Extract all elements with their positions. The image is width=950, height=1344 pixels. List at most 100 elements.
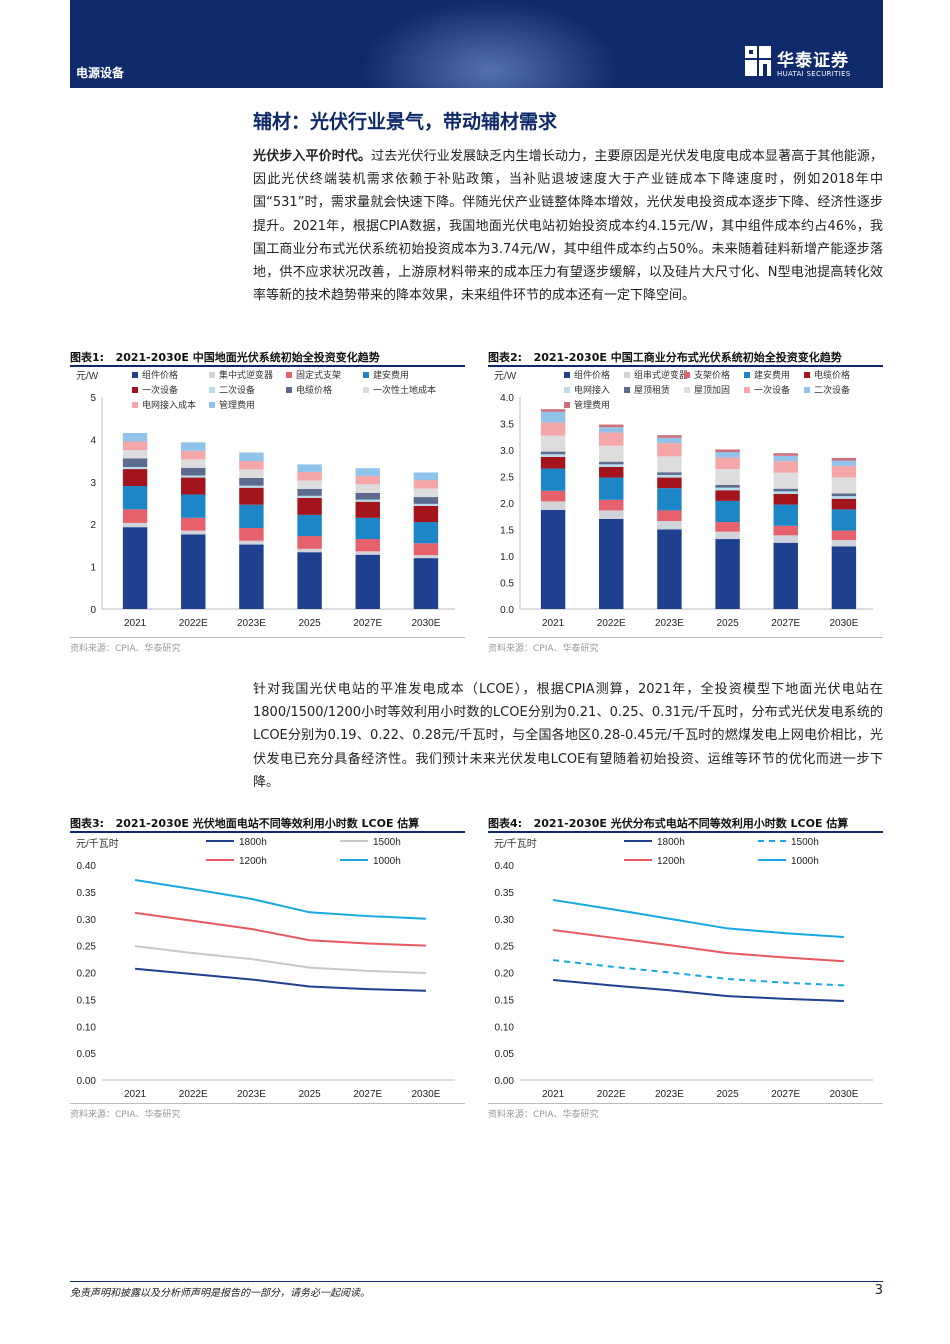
chart-1-legend-swatch bbox=[564, 387, 570, 393]
chart-0-legend-swatch bbox=[132, 402, 138, 408]
chart-0-bar-segment bbox=[297, 552, 322, 609]
section-title: 辅材：光伏行业景气，带动辅材需求 bbox=[253, 111, 558, 133]
chart-1-bar-segment bbox=[599, 518, 624, 609]
chart-3-legend-label: 1500h bbox=[791, 837, 819, 848]
chart-2-series-line bbox=[134, 967, 426, 992]
chart-1-bar-segment bbox=[715, 484, 740, 488]
chart-2-x-tick: 2030E bbox=[411, 1089, 440, 1100]
chart-1-y-tick: 3.5 bbox=[500, 420, 514, 431]
chart-0-legend-label: 电网接入成本 bbox=[142, 399, 196, 410]
chart-1-bar-segment bbox=[599, 466, 624, 478]
chart-0-y-tick: 0 bbox=[90, 605, 96, 616]
chart-0-legend-label: 固定式支架 bbox=[296, 369, 341, 380]
chart-1-legend-label: 组串式逆变器 bbox=[634, 369, 688, 380]
chart-1-bar-segment bbox=[831, 477, 857, 494]
chart-3-series-line bbox=[552, 898, 844, 939]
chart-1-bar-segment bbox=[540, 456, 566, 469]
chart-0-bar-segment bbox=[181, 467, 206, 476]
chart-2-series-line bbox=[134, 879, 426, 920]
chart-1-bar-segment bbox=[831, 457, 857, 461]
figure-1-caption: 2021-2030E 中国地面光伏系统初始全投资变化趋势 bbox=[115, 351, 380, 364]
chart-1-legend-label: 屋顶加固 bbox=[694, 385, 730, 395]
chart-1-bar-segment bbox=[715, 539, 740, 609]
chart-1-bar-segment bbox=[540, 509, 566, 609]
chart-2-legend-label: 1800h bbox=[239, 837, 267, 848]
chart-0-legend-label: 一次设备 bbox=[142, 384, 178, 395]
chart-1-legend-label: 一次设备 bbox=[754, 384, 790, 395]
logo-name-en: HUATAI SECURITIES bbox=[777, 70, 851, 78]
chart-3-legend-label: 1000h bbox=[791, 856, 819, 867]
chart-0-bar-segment bbox=[413, 480, 439, 489]
chart-3-x-tick: 2022E bbox=[597, 1089, 626, 1100]
chart-1-bar-segment bbox=[715, 500, 740, 523]
chart-1-bar-segment bbox=[773, 525, 798, 536]
chart-2-y-tick: 0.10 bbox=[77, 1022, 97, 1033]
figure-4-label: 图表4: bbox=[488, 817, 523, 830]
chart-0-bar-segment bbox=[239, 477, 264, 486]
chart-3-x-tick: 2027E bbox=[771, 1089, 800, 1100]
chart-1-legend-label: 支架价格 bbox=[694, 369, 730, 380]
chart-2-x-tick: 2023E bbox=[237, 1089, 266, 1100]
chart-0-bar-segment bbox=[239, 504, 264, 529]
chart-0-bar-segment bbox=[239, 469, 264, 478]
chart-0-bar-segment bbox=[181, 494, 206, 518]
chart-0-legend-swatch bbox=[209, 387, 215, 393]
chart-1-bar-segment bbox=[540, 468, 566, 491]
chart-0-bar-segment bbox=[413, 555, 439, 559]
chart-2-y-tick: 0.30 bbox=[77, 915, 97, 926]
chart-0-bar-segment bbox=[181, 530, 206, 535]
chart-3-y-tick: 0.00 bbox=[495, 1076, 515, 1087]
chart-1-bar-segment bbox=[657, 488, 682, 511]
chart-3-x-tick: 2023E bbox=[655, 1089, 684, 1100]
chart-1-bar-segment bbox=[540, 411, 566, 423]
chart-1-legend-label: 组件价格 bbox=[574, 369, 610, 380]
chart-3-y-tick: 0.20 bbox=[495, 969, 515, 980]
chart-1-bar-segment bbox=[773, 493, 798, 505]
chart-3-series-line bbox=[552, 929, 844, 963]
chart-0-y-tick: 4 bbox=[90, 435, 96, 446]
chart-1-bar-segment bbox=[599, 477, 624, 500]
chart-0-bar-segment bbox=[297, 495, 322, 498]
logo-name: 华泰证券 bbox=[777, 51, 849, 71]
chart-0-x-tick: 2021 bbox=[124, 618, 147, 629]
figure-1-source: 资料来源：CPIA、华泰研究 bbox=[70, 644, 181, 654]
chart-1-bar-segment bbox=[599, 499, 624, 511]
chart-1-legend-label: 电网接入 bbox=[574, 384, 610, 395]
chart-0-legend-label: 组件价格 bbox=[142, 369, 178, 380]
chart-0-bar-segment bbox=[122, 458, 148, 467]
chart-2-legend-label: 1500h bbox=[373, 837, 401, 848]
chart-2-y-tick: 0.15 bbox=[77, 995, 97, 1006]
chart-0-x-tick: 2025 bbox=[298, 618, 321, 629]
chart-1-bar-segment bbox=[540, 422, 566, 436]
chart-1-x-tick: 2022E bbox=[597, 618, 626, 629]
chart-0-legend-swatch bbox=[286, 372, 292, 378]
chart-0-legend-swatch bbox=[209, 372, 215, 378]
chart-0-y-tick: 1 bbox=[90, 563, 96, 574]
chart-3-y-tick: 0.25 bbox=[495, 942, 515, 953]
chart-1-x-tick: 2030E bbox=[829, 618, 858, 629]
chart-0-bar-segment bbox=[122, 466, 148, 470]
chart-1-y-tick: 1.0 bbox=[500, 552, 514, 563]
chart-1-y-tick: 3.0 bbox=[500, 446, 514, 457]
chart-1-bar-segment bbox=[831, 465, 857, 478]
chart-1-y-tick: 2.0 bbox=[500, 499, 514, 510]
chart-1-y-tick: 4.0 bbox=[500, 393, 514, 404]
chart-2-y-tick: 0.20 bbox=[77, 969, 97, 980]
chart-0-legend-swatch bbox=[363, 387, 369, 393]
chart-2-y-tick: 0.40 bbox=[77, 861, 97, 872]
chart-1-bar-segment bbox=[715, 452, 740, 458]
chart-1-bar-segment bbox=[540, 451, 566, 455]
chart-1-bar-segment bbox=[540, 454, 566, 457]
chart-1-bar-segment bbox=[831, 496, 857, 499]
chart-0-bar-segment bbox=[181, 450, 206, 460]
chart-1-bar-segment bbox=[831, 509, 857, 531]
chart-1-bar-segment bbox=[715, 531, 740, 540]
chart-1-bar-segment bbox=[773, 542, 798, 609]
chart-1-legend-swatch bbox=[624, 372, 630, 378]
chart-3-y-tick: 0.15 bbox=[495, 995, 515, 1006]
chart-0-bar-segment bbox=[297, 548, 322, 553]
chart-0-y-tick: 5 bbox=[90, 393, 96, 404]
chart-1-bar-segment bbox=[773, 535, 798, 543]
chart-1-bar-segment bbox=[715, 469, 740, 485]
chart-1-legend-label: 屋顶租赁 bbox=[634, 384, 670, 395]
